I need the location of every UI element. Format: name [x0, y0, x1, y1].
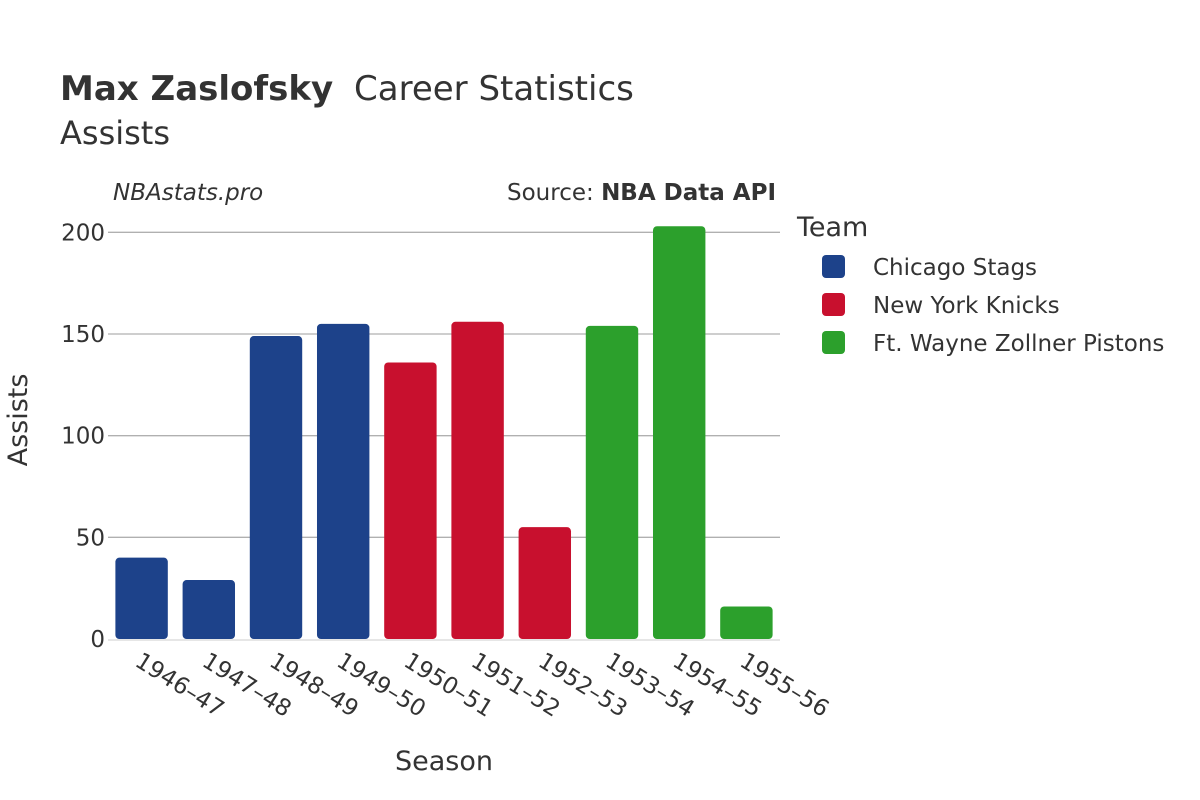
chart-subtitle: Assists — [60, 114, 170, 152]
bar — [115, 557, 168, 639]
x-axis-title: Season — [395, 746, 493, 777]
bar — [249, 336, 303, 639]
legend-label: Ft. Wayne Zollner Pistons — [873, 331, 1164, 357]
y-tick-labels: 0 50 100 150 200 — [61, 220, 105, 653]
legend-swatch — [822, 331, 845, 354]
y-axis-title: Assists — [3, 374, 34, 467]
y-tick-label: 200 — [61, 220, 105, 246]
watermark: NBAstats.pro — [113, 180, 263, 206]
source-prefix: Source: — [507, 180, 601, 206]
legend-swatch — [822, 293, 845, 316]
bar — [384, 362, 437, 639]
bar — [451, 321, 504, 639]
legend-swatch — [822, 255, 845, 278]
chart-title: Max Zaslofsky Career Statistics — [60, 69, 634, 109]
legend: Team Chicago Stags New York Knicks Ft. Way… — [796, 212, 1164, 357]
x-tick-labels: 1946–471947–481948–491949–501950–511951–… — [130, 648, 833, 723]
player-name: Max Zaslofsky — [60, 69, 333, 109]
legend-label: Chicago Stags — [873, 255, 1037, 281]
y-tick-label: 150 — [61, 322, 105, 348]
y-tick-label: 0 — [90, 627, 105, 653]
y-tick-label: 100 — [61, 424, 105, 450]
source-credit: Source: NBA Data API — [507, 180, 776, 206]
bar — [720, 606, 773, 639]
bar — [316, 323, 370, 639]
legend-title: Team — [796, 212, 868, 243]
title-rest: Career Statistics — [354, 69, 634, 109]
bars — [115, 226, 773, 639]
bar — [652, 226, 706, 639]
legend-label: New York Knicks — [873, 293, 1060, 319]
y-tick-label: 50 — [76, 525, 105, 551]
bar — [182, 580, 236, 639]
bar — [518, 527, 572, 639]
source-name: NBA Data API — [601, 180, 776, 206]
legend-items: Chicago Stags New York Knicks Ft. Wayne Zo… — [822, 255, 1164, 357]
bar — [585, 325, 639, 639]
